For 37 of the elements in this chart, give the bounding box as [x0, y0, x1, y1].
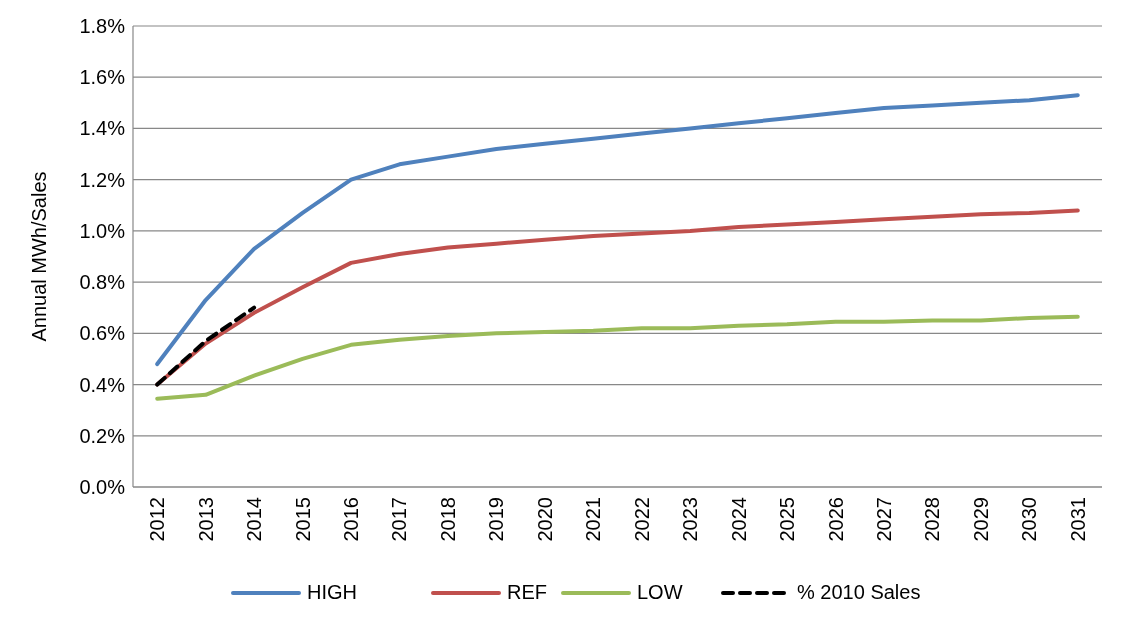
legend-label: HIGH: [307, 581, 357, 603]
x-tick-label: 2027: [872, 497, 895, 542]
x-tick-label: 2018: [436, 497, 459, 542]
x-tick-label: 2012: [146, 497, 169, 542]
x-tick-label: 2017: [388, 497, 411, 542]
x-tick-label: 2019: [485, 497, 508, 542]
x-tick-label: 2014: [243, 497, 266, 542]
y-tick-label: 0.8%: [79, 271, 126, 294]
x-tick-label: 2029: [969, 497, 992, 542]
y-tick-label: 0.6%: [79, 322, 126, 345]
y-tick-label: 1.6%: [79, 66, 126, 89]
y-tick-label: 0.2%: [79, 424, 126, 447]
line-series: [155, 93, 1080, 367]
y-tick-label: 1.2%: [79, 168, 126, 191]
x-tick-label: 2028: [921, 497, 944, 542]
x-tick-label: 2025: [776, 497, 799, 542]
y-tick-label: 0.4%: [79, 373, 126, 396]
x-tick-label: 2026: [824, 497, 847, 542]
legend-label: REF: [507, 581, 547, 603]
x-tick-label: 2022: [630, 497, 653, 542]
y-tick-label: 1.8%: [79, 15, 126, 37]
x-tick-label: 2031: [1066, 497, 1089, 542]
x-tick-label: 2013: [194, 497, 217, 542]
x-tick-label: 2015: [291, 497, 314, 542]
y-axis-title: Annual MWh/Sales: [28, 171, 50, 342]
legend-label: LOW: [637, 581, 683, 603]
y-tick-label: 1.0%: [79, 219, 126, 242]
x-tick-label: 2023: [679, 497, 702, 542]
x-tick-label: 2021: [582, 497, 605, 542]
y-tick-label: 1.4%: [79, 117, 126, 140]
x-tick-label: 2020: [533, 497, 556, 542]
x-tick-label: 2030: [1018, 497, 1041, 542]
y-tick-label: 0.0%: [79, 476, 126, 498]
x-tick-label: 2016: [340, 497, 363, 542]
x-tick-label: 2024: [727, 497, 750, 542]
line-series: [155, 314, 1080, 401]
legend-label: % 2010 Sales: [797, 581, 921, 603]
